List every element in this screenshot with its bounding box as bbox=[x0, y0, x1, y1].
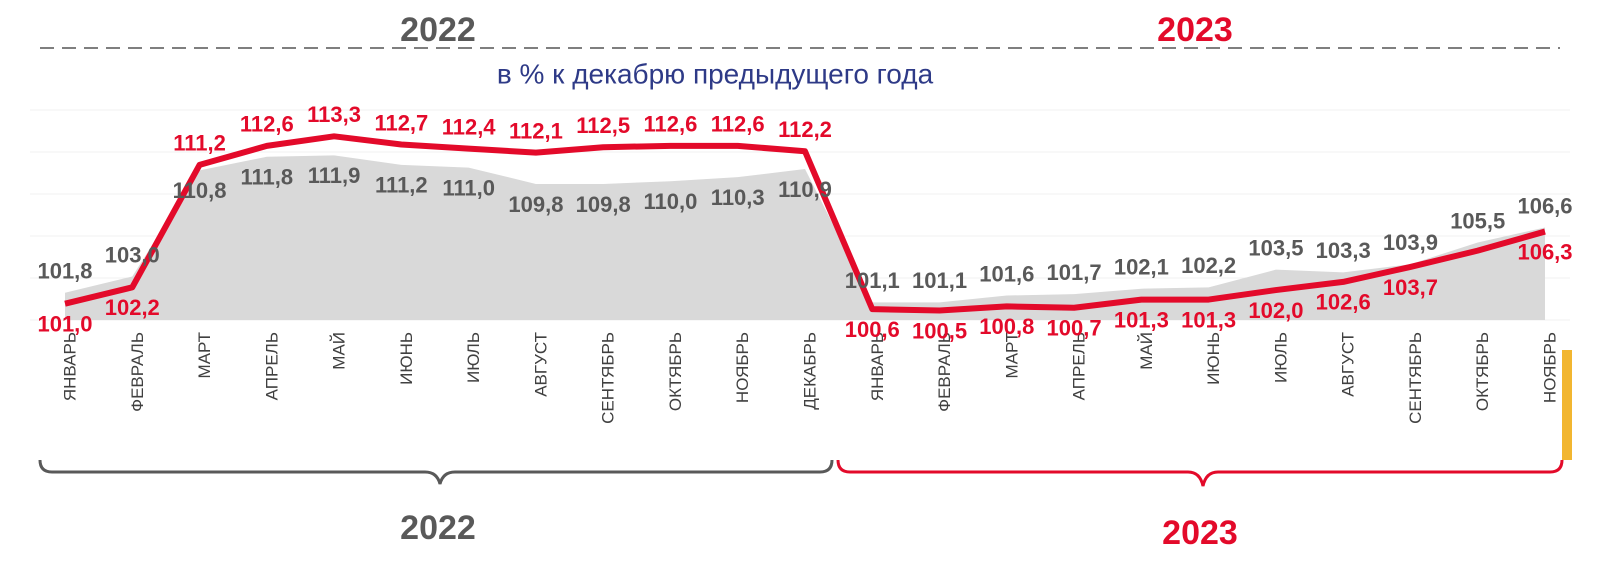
data-label: 100,5 bbox=[912, 318, 967, 343]
data-label: 102,2 bbox=[1181, 253, 1236, 278]
x-tick-label: АВГУСТ bbox=[1339, 332, 1358, 397]
data-label: 102,0 bbox=[1248, 298, 1303, 323]
year-label: 2023 bbox=[1162, 514, 1238, 552]
data-label: 103,9 bbox=[1383, 230, 1438, 255]
data-label: 100,8 bbox=[979, 314, 1034, 339]
x-tick-label: МАРТ bbox=[195, 332, 214, 378]
x-tick-label: ДЕКАБРЬ bbox=[800, 332, 819, 410]
line bbox=[64, 133, 1546, 314]
x-tick-label: МАЙ bbox=[1137, 332, 1156, 370]
x-tick-label: АПРЕЛЬ bbox=[262, 332, 281, 400]
data-label: 105,5 bbox=[1450, 208, 1505, 233]
data-label: 101,8 bbox=[37, 259, 92, 284]
year-label: 2023 bbox=[1157, 11, 1233, 49]
data-label: 103,5 bbox=[1248, 235, 1303, 260]
year-label: 2022 bbox=[400, 11, 476, 49]
subtitle: в % к декабрю предыдущего года bbox=[497, 58, 934, 89]
data-label: 110,8 bbox=[173, 178, 227, 203]
bracket bbox=[836, 459, 1564, 487]
data-label: 100,7 bbox=[1047, 316, 1102, 341]
data-label: 101,1 bbox=[912, 268, 967, 293]
data-label: 101,3 bbox=[1114, 307, 1169, 332]
data-label: 101,6 bbox=[979, 261, 1034, 286]
x-tick-label: СЕНТЯБРЬ bbox=[599, 332, 618, 424]
data-label: 112,7 bbox=[374, 110, 428, 135]
data-label: 101,0 bbox=[37, 311, 92, 336]
x-tick-label: НОЯБРЬ bbox=[733, 332, 752, 403]
side-bar bbox=[1562, 350, 1572, 460]
x-tick-label: ЯНВАРЬ bbox=[868, 332, 887, 401]
data-label: 112,6 bbox=[711, 112, 765, 137]
x-tick-label: АПРЕЛЬ bbox=[1070, 332, 1089, 400]
data-label: 109,8 bbox=[576, 192, 631, 217]
data-label: 112,6 bbox=[240, 112, 294, 137]
x-tick-label: ОКТЯБРЬ bbox=[1473, 332, 1492, 411]
area bbox=[65, 155, 1545, 320]
data-label: 110,0 bbox=[644, 189, 698, 214]
x-tick-label: ОКТЯБРЬ bbox=[666, 332, 685, 411]
data-label: 103,0 bbox=[105, 242, 160, 267]
x-tick-label: МАРТ bbox=[1002, 332, 1021, 378]
data-label: 112,4 bbox=[442, 114, 497, 139]
data-label: 112,2 bbox=[778, 117, 832, 142]
x-tick-label: СЕНТЯБРЬ bbox=[1406, 332, 1425, 424]
data-label: 112,6 bbox=[644, 112, 698, 137]
x-tick-label: МАЙ bbox=[330, 332, 349, 370]
bracket bbox=[38, 459, 834, 485]
data-label: 100,6 bbox=[845, 317, 900, 342]
data-label: 110,9 bbox=[778, 177, 832, 202]
data-label: 102,1 bbox=[1114, 255, 1169, 280]
data-label: 102,2 bbox=[105, 295, 160, 320]
data-label: 112,5 bbox=[576, 113, 630, 138]
data-label: 112,1 bbox=[509, 118, 563, 143]
data-label: 101,3 bbox=[1181, 307, 1236, 332]
data-label: 111,0 bbox=[442, 175, 495, 200]
data-label: 111,2 bbox=[173, 131, 226, 156]
data-label: 109,8 bbox=[508, 192, 563, 217]
data-label: 111,2 bbox=[375, 173, 428, 198]
x-tick-label: ЯНВАРЬ bbox=[60, 332, 79, 401]
x-tick-label: НОЯБРЬ bbox=[1540, 332, 1559, 403]
data-label: 103,7 bbox=[1383, 275, 1438, 300]
data-label: 111,9 bbox=[308, 163, 361, 188]
x-tick-label: ФЕВРАЛЬ bbox=[935, 332, 954, 412]
data-label: 111,8 bbox=[240, 165, 293, 190]
data-label: 101,7 bbox=[1047, 260, 1102, 285]
data-label: 101,1 bbox=[845, 268, 900, 293]
data-label: 102,6 bbox=[1316, 290, 1371, 315]
x-tick-label: ИЮЛЬ bbox=[464, 332, 483, 383]
x-tick-label: ИЮНЬ bbox=[1204, 332, 1223, 385]
data-label: 103,3 bbox=[1316, 238, 1371, 263]
x-tick-label: АВГУСТ bbox=[531, 332, 550, 397]
data-label: 106,3 bbox=[1517, 239, 1572, 264]
data-label: 110,3 bbox=[711, 185, 765, 210]
data-label: 106,6 bbox=[1517, 193, 1572, 218]
x-tick-label: ИЮЛЬ bbox=[1271, 332, 1290, 383]
data-label: 113,3 bbox=[307, 102, 361, 127]
year-label: 2022 bbox=[400, 509, 476, 547]
x-tick-label: ИЮНЬ bbox=[397, 332, 416, 385]
x-tick-label: ФЕВРАЛЬ bbox=[128, 332, 147, 412]
